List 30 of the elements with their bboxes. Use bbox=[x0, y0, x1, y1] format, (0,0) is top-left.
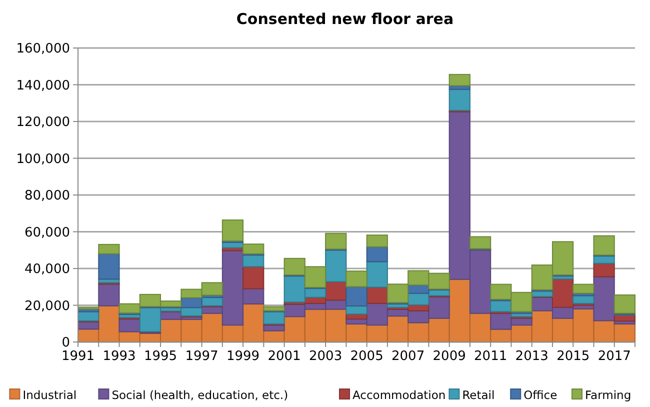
x-tick-label: 1997 bbox=[185, 349, 218, 364]
x-tick-label: 1993 bbox=[102, 349, 136, 364]
x-tick-label: 2013 bbox=[515, 349, 548, 364]
y-tick-label: 20,000 bbox=[24, 298, 70, 314]
y-tick-label: 140,000 bbox=[16, 78, 70, 94]
x-tick-label: 2009 bbox=[432, 349, 466, 364]
legend-label: Accommodation bbox=[352, 388, 446, 402]
x-tick-label: 2011 bbox=[474, 349, 508, 364]
y-tick-label: 120,000 bbox=[16, 115, 70, 130]
y-tick-label: 160,000 bbox=[16, 42, 70, 57]
x-tick-label: 1991 bbox=[61, 349, 95, 364]
y-tick-label: 60,000 bbox=[24, 225, 70, 240]
y-tick-label: 100,000 bbox=[16, 152, 70, 167]
x-tick-label: 2017 bbox=[598, 349, 631, 364]
y-tick-label: 80,000 bbox=[24, 188, 70, 204]
x-tick-label: 2001 bbox=[268, 349, 301, 364]
x-tick-label: 2015 bbox=[556, 349, 590, 364]
legend-label: Office bbox=[524, 388, 558, 402]
x-tick-label: 2007 bbox=[392, 349, 425, 364]
legend-label: Social (health, education, etc.) bbox=[112, 388, 288, 402]
y-tick-label: 0 bbox=[62, 336, 70, 351]
x-tick-label: 2003 bbox=[309, 349, 342, 364]
x-tick-label: 1995 bbox=[144, 349, 178, 364]
x-tick-label: 1999 bbox=[226, 349, 260, 364]
legend-label: Farming bbox=[585, 388, 632, 402]
legend-label: Retail bbox=[462, 388, 495, 402]
legend-label: Industrial bbox=[22, 388, 77, 402]
x-tick-label: 2005 bbox=[350, 349, 384, 364]
chart-title: Consented new floor area bbox=[236, 10, 454, 28]
y-tick-label: 40,000 bbox=[24, 262, 70, 278]
